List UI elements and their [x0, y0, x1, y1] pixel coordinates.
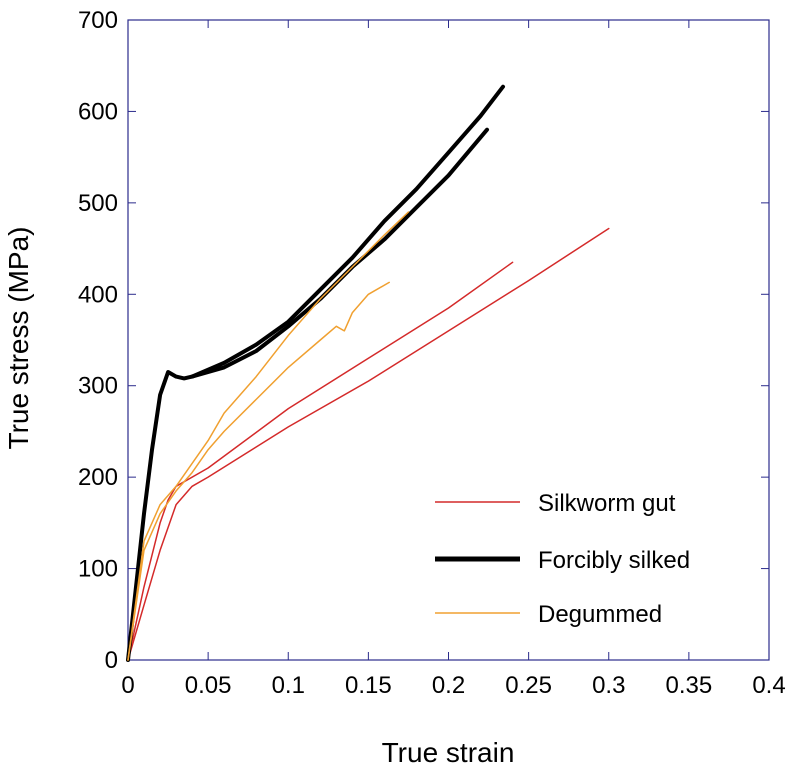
- x-axis-title: True strain: [382, 737, 515, 768]
- legend: Silkworm gut Forcibly silked Degummed: [435, 490, 690, 628]
- y-tick-label: 700: [78, 7, 118, 34]
- legend-label-silkworm-gut: Silkworm gut: [538, 490, 676, 517]
- x-axis-ticks: 0 0.05 0.1 0.15 0.2 0.25 0.3 0.35 0.4: [121, 20, 786, 699]
- y-tick-label: 0: [105, 647, 118, 674]
- x-tick-label: 0.15: [345, 672, 392, 699]
- y-tick-label: 300: [78, 373, 118, 400]
- y-tick-label: 500: [78, 190, 118, 217]
- x-tick-label: 0.4: [752, 672, 785, 699]
- legend-label-forcibly-silked: Forcibly silked: [538, 547, 690, 574]
- y-axis-ticks: 0 100 200 300 400 500 600 700: [78, 7, 769, 674]
- y-tick-label: 600: [78, 98, 118, 125]
- y-tick-label: 200: [78, 464, 118, 491]
- series-line-4-degummed: [127, 211, 410, 661]
- series-line-3-unlabeled: [190, 127, 489, 379]
- x-tick-label: 0.35: [666, 672, 713, 699]
- series-line-1-unlabeled: [127, 227, 610, 661]
- x-tick-label: 0.1: [272, 672, 305, 699]
- y-tick-label: 400: [78, 281, 118, 308]
- x-tick-label: 0: [121, 672, 134, 699]
- legend-label-degummed: Degummed: [538, 601, 662, 628]
- series-line-0-silkworm-gut: [127, 261, 514, 661]
- x-tick-label: 0.3: [592, 672, 625, 699]
- y-axis-title: True stress (MPa): [3, 227, 34, 450]
- x-tick-label: 0.05: [185, 672, 232, 699]
- y-tick-label: 100: [78, 556, 118, 583]
- x-tick-label: 0.2: [432, 672, 465, 699]
- series-line-5-unlabeled: [127, 281, 390, 661]
- series-layer: [126, 84, 610, 662]
- x-tick-label: 0.25: [505, 672, 552, 699]
- series-line-2-forcibly-silked: [126, 84, 505, 662]
